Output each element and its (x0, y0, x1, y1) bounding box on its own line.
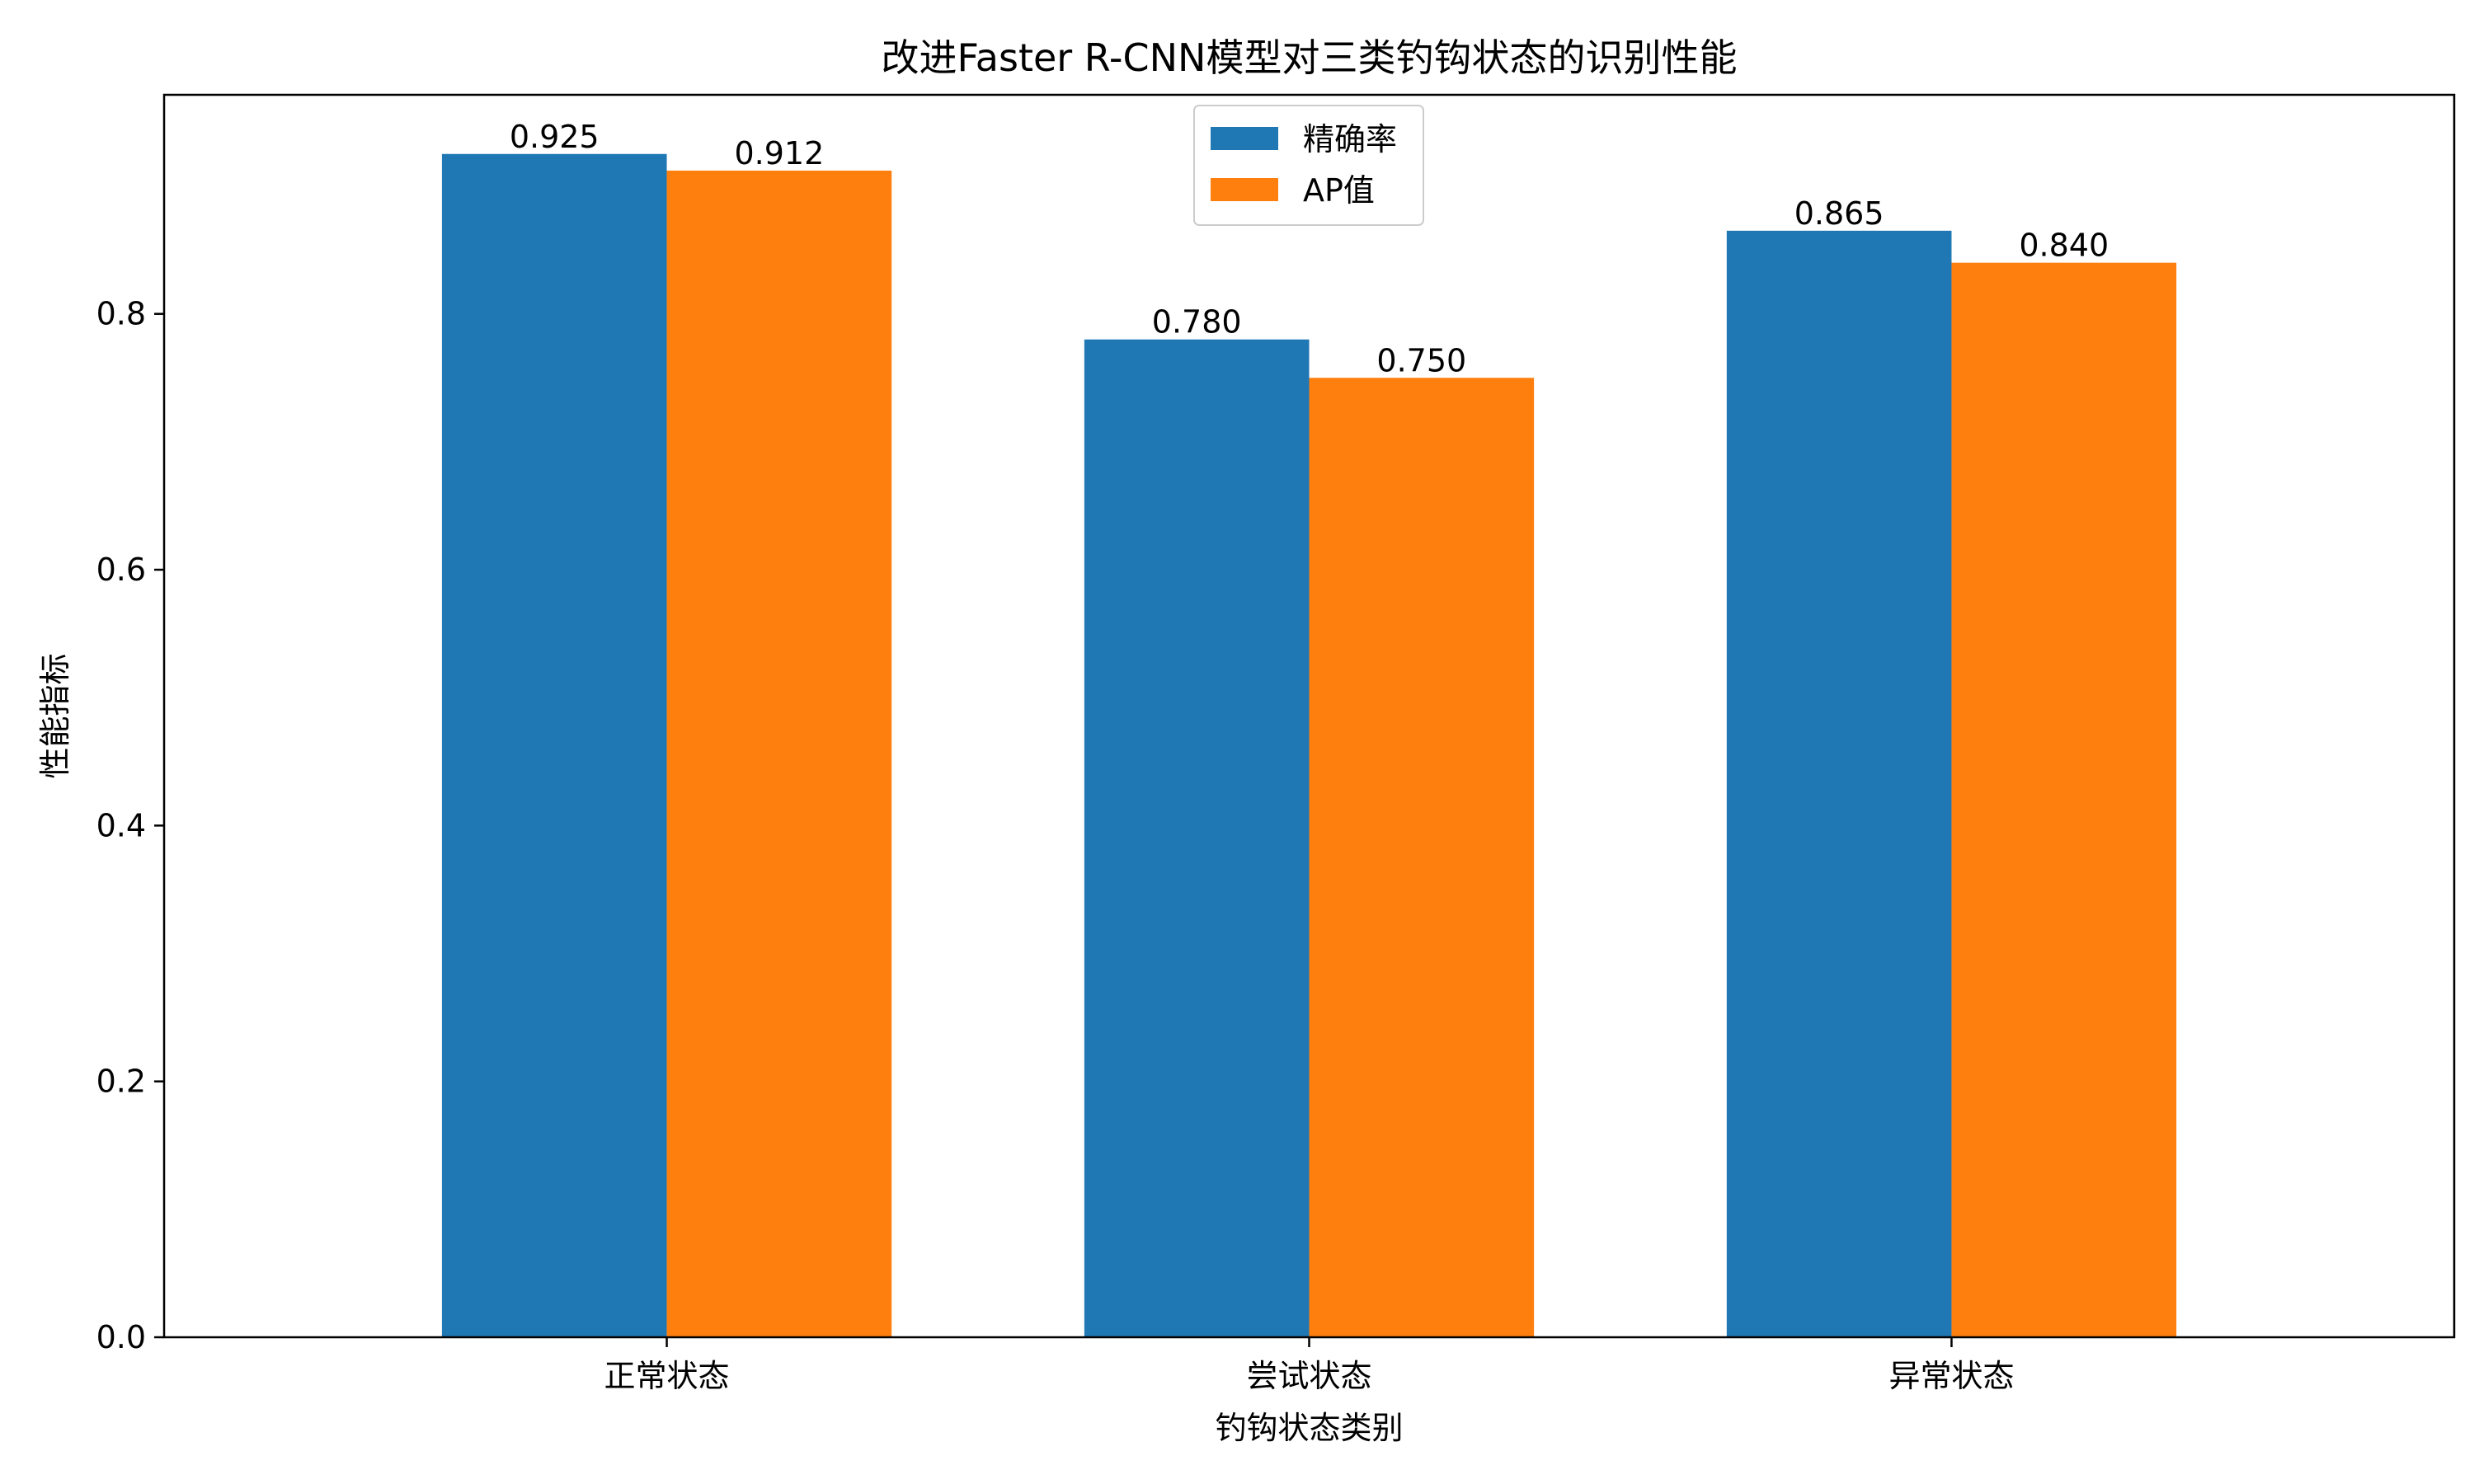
bars-layer (441, 153, 2177, 1338)
legend-label-ap: AP值 (1303, 172, 1375, 209)
bar-value-label-ap-1: 0.750 (1376, 342, 1466, 378)
bar-ap-1 (1309, 378, 1535, 1337)
bar-ap-0 (666, 170, 892, 1337)
x-tick-label-0: 正常状态 (604, 1358, 730, 1394)
y-axis-label: 性能指标 (37, 653, 73, 778)
y-axis: 0.0 0.2 0.4 0.6 0.8 (96, 296, 164, 1355)
bar-precision-2 (1726, 230, 1952, 1338)
bar-labels-layer: 0.925 0.780 0.865 0.912 0.750 0.840 (510, 119, 2109, 379)
y-tick-label-3: 0.6 (96, 552, 146, 588)
legend: 精确率 AP值 (1193, 105, 1424, 226)
x-axis: 正常状态 尝试状态 异常状态 (604, 1337, 2014, 1394)
bar-precision-1 (1084, 339, 1310, 1338)
y-tick-label-2: 0.4 (96, 807, 146, 843)
bar-value-label-ap-2: 0.840 (2019, 228, 2109, 264)
bar-value-label-precision-2: 0.865 (1794, 195, 1884, 232)
bar-ap-2 (1951, 262, 2177, 1337)
bar-value-label-precision-1: 0.780 (1152, 304, 1242, 340)
legend-swatch-precision (1211, 127, 1278, 150)
x-tick-label-2: 异常状态 (1888, 1358, 2014, 1394)
x-axis-label: 钓钩状态类别 (1215, 1410, 1403, 1446)
bar-value-label-precision-0: 0.925 (510, 119, 600, 155)
y-tick-label-4: 0.8 (96, 296, 146, 332)
chart-title: 改进Faster R-CNN模型对三类钓钩状态的识别性能 (882, 35, 1738, 80)
bar-value-label-ap-0: 0.912 (734, 135, 824, 171)
bar-precision-0 (441, 153, 667, 1337)
y-tick-label-0: 0.0 (96, 1319, 146, 1355)
x-tick-label-1: 尝试状态 (1246, 1358, 1371, 1394)
legend-label-precision: 精确率 (1303, 121, 1397, 157)
y-tick-label-1: 0.2 (96, 1064, 146, 1100)
legend-swatch-ap (1211, 178, 1278, 201)
